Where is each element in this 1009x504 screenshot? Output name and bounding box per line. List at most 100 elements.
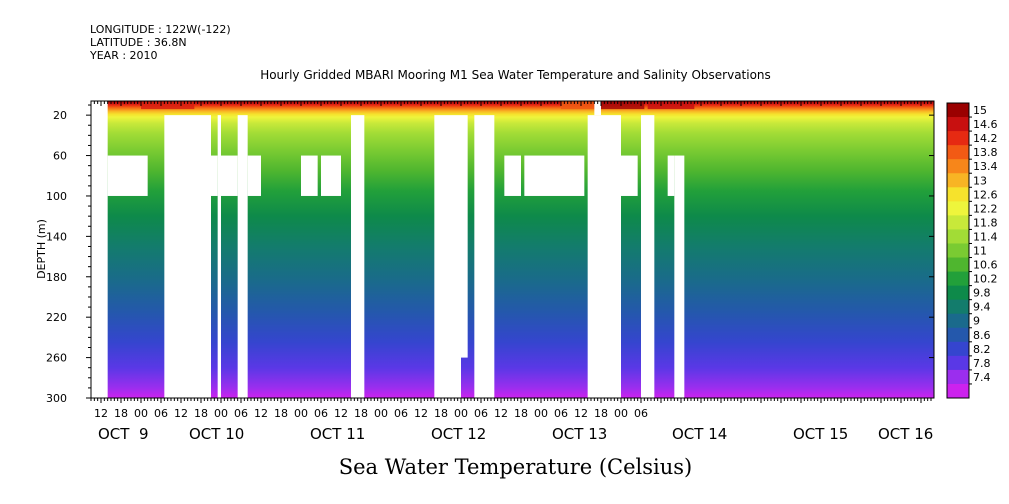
- colorbar-label: 11: [973, 245, 987, 258]
- x-tick-label: 06: [314, 407, 328, 420]
- data-gap: [301, 155, 318, 196]
- colorbar-swatch: [947, 159, 969, 174]
- colorbar-swatch: [947, 229, 969, 244]
- colorbar-swatch: [947, 173, 969, 188]
- x-tick-label: 00: [134, 407, 148, 420]
- y-tick-label: 60: [53, 150, 67, 163]
- colorbar-label: 13.8: [973, 146, 998, 159]
- colorbar-swatch: [947, 201, 969, 216]
- colorbar-label: 8.6: [973, 329, 991, 342]
- y-tick-label: 220: [46, 311, 67, 324]
- x-tick-label: 12: [414, 407, 428, 420]
- colorbar-label: 15: [973, 104, 987, 117]
- colorbar-label: 10.2: [973, 273, 998, 286]
- x-tick-label: 06: [154, 407, 168, 420]
- x-tick-label: 12: [174, 407, 188, 420]
- data-gap: [107, 155, 148, 196]
- x-day-label: OCT 12: [431, 425, 486, 443]
- colorbar-label: 7.4: [973, 371, 991, 384]
- colorbar-label: 14.2: [973, 132, 998, 145]
- x-tick-label: 00: [214, 407, 228, 420]
- colorbar-swatch: [947, 327, 969, 343]
- x-tick-label: 00: [454, 407, 468, 420]
- x-tick-label: 12: [94, 407, 108, 420]
- colorbar-swatch: [947, 313, 969, 329]
- x-tick-label: 12: [254, 407, 268, 420]
- x-day-label: OCT 15: [793, 425, 848, 443]
- data-gap: [474, 115, 495, 399]
- warm-surface-patch: [141, 101, 195, 110]
- data-gap: [211, 155, 218, 196]
- y-tick-label: 300: [46, 392, 67, 405]
- year-label: YEAR : 2010: [90, 49, 158, 62]
- x-tick-label: 00: [614, 407, 628, 420]
- colorbar-swatch: [947, 285, 969, 301]
- x-tick-label: 18: [434, 407, 448, 420]
- x-tick-label: 06: [634, 407, 648, 420]
- colorbar-label: 9.4: [973, 301, 991, 314]
- data-gap: [461, 115, 468, 358]
- latitude-label: LATITUDE : 36.8N: [90, 36, 187, 49]
- colorbar-swatch: [947, 117, 969, 132]
- x-day-label: OCT 16: [878, 425, 933, 443]
- data-gap: [91, 101, 108, 398]
- y-tick-label: 140: [46, 230, 67, 243]
- x-tick-label: 06: [474, 407, 488, 420]
- colorbar-swatch: [947, 299, 969, 315]
- colorbar-label: 14.6: [973, 118, 998, 131]
- x-day-label: OCT 13: [552, 425, 607, 443]
- colorbar-swatch: [947, 257, 969, 273]
- data-gap: [321, 155, 341, 196]
- data-gap: [587, 115, 621, 399]
- colorbar-swatch: [947, 369, 969, 385]
- y-tick-label: 100: [46, 190, 67, 203]
- colorbar-swatch: [947, 215, 969, 230]
- colorbar-label: 13: [973, 174, 987, 187]
- colorbar-swatch: [947, 131, 969, 146]
- plot-frame: [90, 100, 935, 399]
- colorbar-label: 11.4: [973, 230, 998, 243]
- warm-surface-patch: [561, 101, 595, 110]
- data-gap: [247, 155, 261, 196]
- x-tick-label: 06: [234, 407, 248, 420]
- x-tick-label: 18: [194, 407, 208, 420]
- data-gap: [164, 115, 211, 399]
- data-gap: [221, 155, 238, 196]
- colorbar-label: 7.8: [973, 357, 991, 370]
- colorbar-swatch: [947, 103, 969, 118]
- x-tick-label: 18: [114, 407, 128, 420]
- x-day-label: OCT 11: [310, 425, 365, 443]
- chart-title: Hourly Gridded MBARI Mooring M1 Sea Wate…: [260, 68, 771, 82]
- warm-surface-patch: [647, 101, 695, 110]
- data-gap: [524, 155, 585, 196]
- x-tick-label: 06: [394, 407, 408, 420]
- x-tick-label: 12: [574, 407, 588, 420]
- x-tick-label: 12: [494, 407, 508, 420]
- colorbar-label: 9: [973, 315, 980, 328]
- data-gap: [504, 155, 521, 196]
- temperature-field: [91, 101, 934, 398]
- colorbar-label: 10.6: [973, 259, 998, 272]
- x-tick-label: 18: [354, 407, 368, 420]
- colorbar-swatch: [947, 355, 969, 371]
- colorbar-label: 12.6: [973, 188, 998, 201]
- data-gap: [641, 115, 655, 399]
- data-gap: [674, 155, 685, 398]
- x-tick-label: 00: [534, 407, 548, 420]
- x-tick-label: 00: [294, 407, 308, 420]
- x-tick-label: 12: [334, 407, 348, 420]
- data-gap: [237, 115, 248, 399]
- y-axis-title: DEPTH (m): [35, 219, 48, 279]
- data-gap: [594, 101, 601, 116]
- colorbar-swatch: [947, 145, 969, 160]
- x-tick-label: 06: [554, 407, 568, 420]
- colorbar-label: 8.2: [973, 343, 991, 356]
- data-gap: [434, 115, 461, 399]
- colorbar-frame: [946, 102, 970, 399]
- x-day-label: OCT 10: [189, 425, 244, 443]
- colorbar-label: 13.4: [973, 160, 998, 173]
- y-tick-label: 260: [46, 352, 67, 365]
- x-tick-label: 18: [594, 407, 608, 420]
- colorbar-label: 11.8: [973, 216, 998, 229]
